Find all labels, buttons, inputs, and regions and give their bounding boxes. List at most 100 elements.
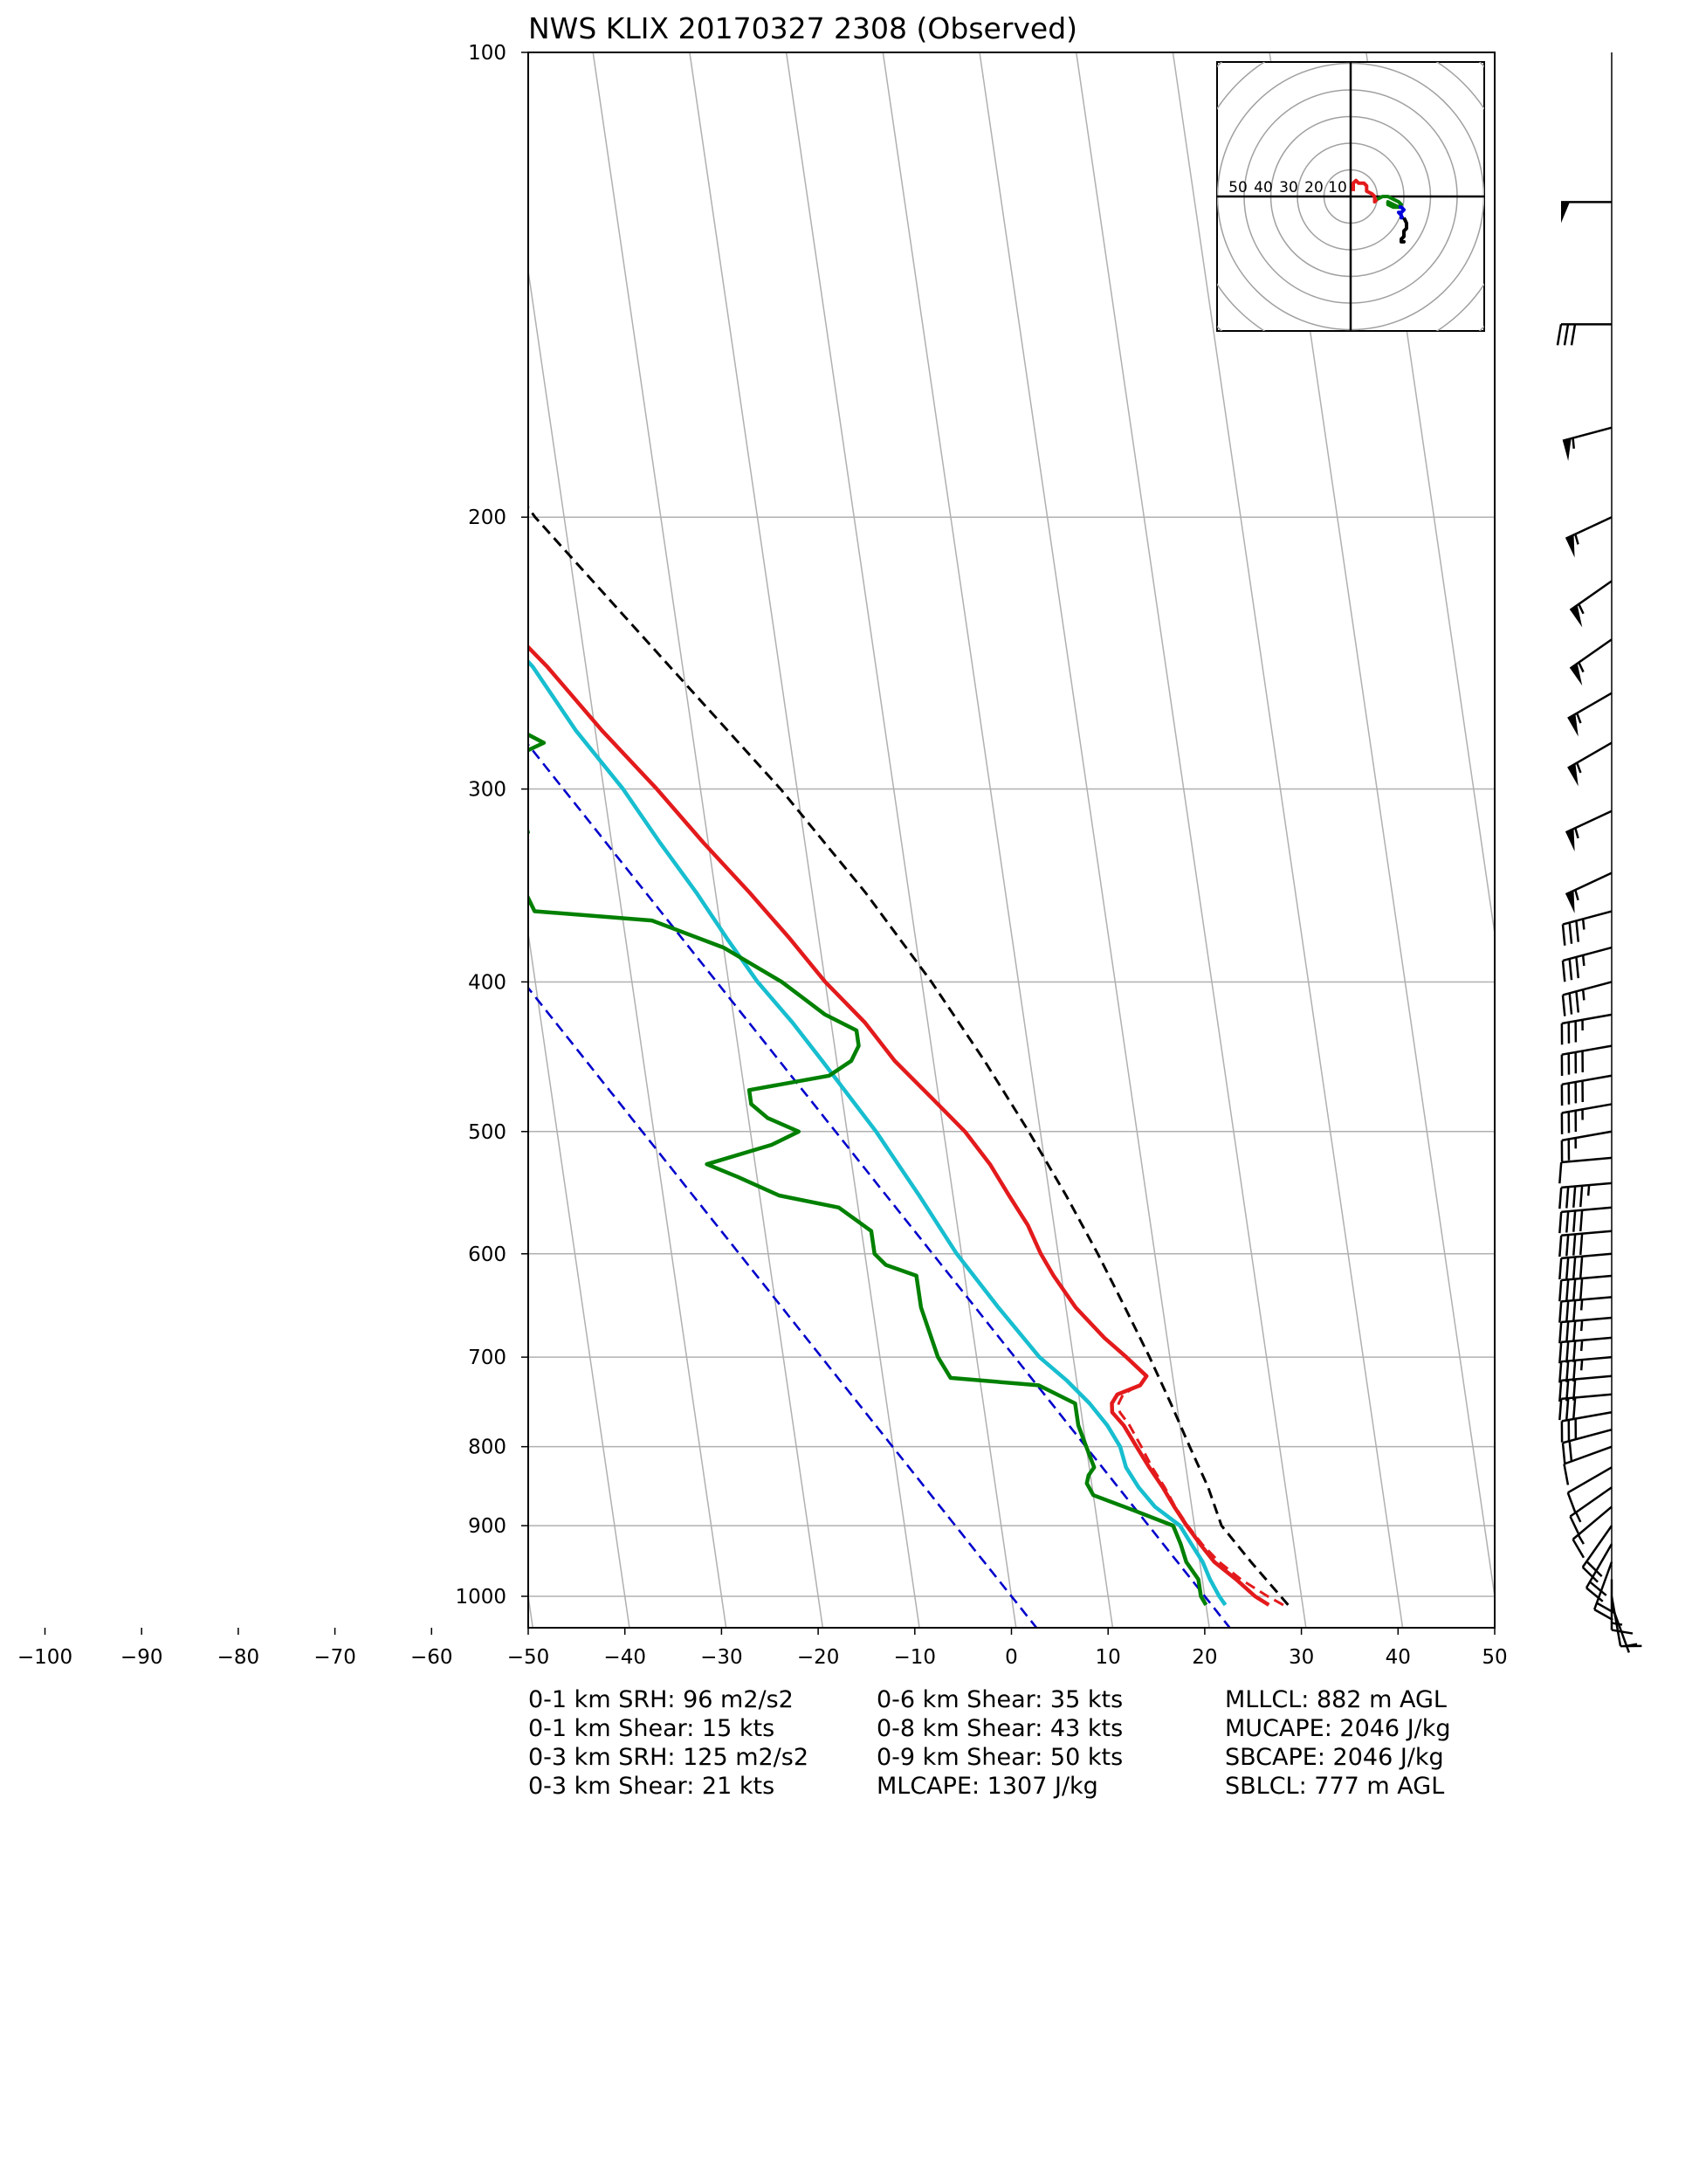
- stat-line: 0-3 km SRH: 125 m2/s2: [528, 1744, 809, 1771]
- isotherm-gridline: [592, 52, 824, 1628]
- wind-barb: [1565, 810, 1613, 851]
- wind-barb: [1592, 1561, 1616, 1622]
- wind-barb: [1558, 1336, 1613, 1364]
- wind-barb: [1558, 1316, 1613, 1344]
- hodograph-trace: [1400, 217, 1408, 244]
- wind-barb: [1566, 1466, 1613, 1513]
- temperature-tick-label: −90: [120, 1646, 163, 1669]
- wind-barb: [1558, 1393, 1613, 1421]
- wind-barb: [1560, 1411, 1613, 1443]
- isotherm-gridline: [785, 52, 1017, 1628]
- moist-adiabat-line: [528, 742, 1232, 1628]
- stat-line: 0-1 km SRH: 96 m2/s2: [528, 1686, 794, 1713]
- stat-line: MLCAPE: 1307 J/kg: [877, 1773, 1098, 1800]
- stat-line: 0-9 km Shear: 50 kts: [877, 1744, 1124, 1771]
- wind-barb: [1558, 1156, 1613, 1184]
- stat-line: 0-8 km Shear: 43 kts: [877, 1715, 1124, 1742]
- temperature-tick-label: −70: [313, 1646, 356, 1669]
- temperature-tick-label: −60: [410, 1646, 453, 1669]
- hodograph-ring-label: 50: [1228, 179, 1248, 196]
- hodograph-trace: [1396, 205, 1406, 220]
- wind-barb: [1560, 1130, 1613, 1162]
- wind-barb: [1558, 1230, 1613, 1257]
- stat-line: MUCAPE: 2046 J/kg: [1225, 1715, 1451, 1742]
- isotherm-gridline: [882, 52, 1114, 1628]
- wind-barb: [1581, 1525, 1613, 1583]
- wind-barb: [1567, 692, 1613, 737]
- hodograph-ring-label: 40: [1254, 179, 1273, 196]
- wind-barb: [1560, 1074, 1613, 1106]
- temperature-tick-label: 40: [1386, 1646, 1411, 1669]
- temperature-tick-label: −20: [797, 1646, 840, 1669]
- temperature-tick-label: 10: [1096, 1646, 1121, 1669]
- pressure-tick-label: 400: [468, 971, 506, 994]
- pressure-tick-label: 100: [468, 42, 506, 65]
- temperature-tick-label: −50: [507, 1646, 550, 1669]
- isotherm-gridline: [0, 52, 50, 1629]
- wind-barb: [1565, 872, 1613, 913]
- temperature-tick-label: 30: [1289, 1646, 1314, 1669]
- temperature-tick-label: −30: [700, 1646, 743, 1669]
- wind-barb: [1558, 1355, 1613, 1383]
- isotherm-gridline: [689, 52, 920, 1628]
- wind-barb: [1561, 981, 1613, 1016]
- stat-line: 0-1 km Shear: 15 kts: [528, 1715, 775, 1742]
- profile-line: [528, 732, 1208, 1607]
- isotherm-gridline: [0, 52, 147, 1629]
- isotherm-gridline: [1075, 52, 1307, 1628]
- pressure-tick-label: 1000: [455, 1586, 506, 1609]
- wind-barb: [1558, 1252, 1613, 1280]
- wind-barb: [1560, 1013, 1613, 1045]
- temperature-tick-label: 20: [1192, 1646, 1217, 1669]
- pressure-tick-label: 500: [468, 1121, 506, 1144]
- wind-barb: [1561, 1429, 1613, 1464]
- temperature-tick-label: 0: [1005, 1646, 1018, 1669]
- wind-barb: [1610, 1595, 1642, 1648]
- stat-line: 0-6 km Shear: 35 kts: [877, 1686, 1124, 1713]
- pressure-tick-label: 600: [468, 1244, 506, 1266]
- temperature-tick-label: −80: [217, 1646, 260, 1669]
- wind-barb: [1565, 516, 1613, 558]
- stat-line: MLLCL: 882 m AGL: [1225, 1686, 1447, 1713]
- isotherm-gridline: [110, 52, 340, 1629]
- stats-column-1: 0-1 km SRH: 96 m2/s2 0-1 km Shear: 15 kt…: [528, 1685, 808, 1801]
- stats-column-3: MLLCL: 882 m AGL MUCAPE: 2046 J/kg SBCAP…: [1225, 1685, 1451, 1801]
- stats-column-2: 0-6 km Shear: 35 kts 0-8 km Shear: 43 kt…: [877, 1685, 1123, 1801]
- pressure-tick-label: 300: [468, 779, 506, 802]
- pressure-tick-label: 900: [468, 1515, 506, 1538]
- wind-barb: [1558, 1296, 1613, 1323]
- wind-barb: [1585, 1543, 1613, 1602]
- temperature-tick-label: 50: [1482, 1646, 1507, 1669]
- stat-line: 0-3 km Shear: 21 kts: [528, 1773, 775, 1800]
- hodograph-trace: [1352, 178, 1379, 204]
- isotherm-gridline: [206, 52, 436, 1629]
- temperature-tick-label: −100: [17, 1646, 72, 1669]
- temperature-tick-label: −10: [894, 1646, 937, 1669]
- profile-line: [1117, 1384, 1284, 1607]
- wind-barb: [1558, 1374, 1613, 1402]
- wind-barb: [1560, 1103, 1613, 1134]
- temperature-tick-label: −40: [603, 1646, 646, 1669]
- isotherm-gridline: [528, 265, 727, 1628]
- pressure-tick-label: 800: [468, 1436, 506, 1459]
- hodograph-ring-label: 30: [1279, 179, 1298, 196]
- wind-barb: [1558, 1182, 1613, 1209]
- wind-barb: [1569, 580, 1613, 628]
- parcel-line: [528, 505, 1290, 1606]
- wind-barb: [1556, 323, 1612, 346]
- hodograph-ring-label: 10: [1328, 179, 1347, 196]
- wind-barb: [1610, 1579, 1634, 1635]
- wind-barb: [1560, 1044, 1613, 1077]
- wind-barb: [1569, 638, 1613, 686]
- wind-barb: [1561, 946, 1613, 982]
- wind-barb: [1558, 1206, 1613, 1234]
- stat-line: SBLCL: 777 m AGL: [1225, 1773, 1445, 1800]
- chart-title: NWS KLIX 20170327 2308 (Observed): [528, 11, 1077, 45]
- wind-barb: [1558, 1274, 1613, 1302]
- moist-adiabat-line: [528, 986, 1038, 1628]
- wind-barb: [1569, 1486, 1613, 1536]
- hodograph: 50 40 30 20 10: [1216, 61, 1485, 332]
- wind-barb: [1561, 910, 1613, 946]
- pressure-tick-label: 200: [468, 506, 506, 529]
